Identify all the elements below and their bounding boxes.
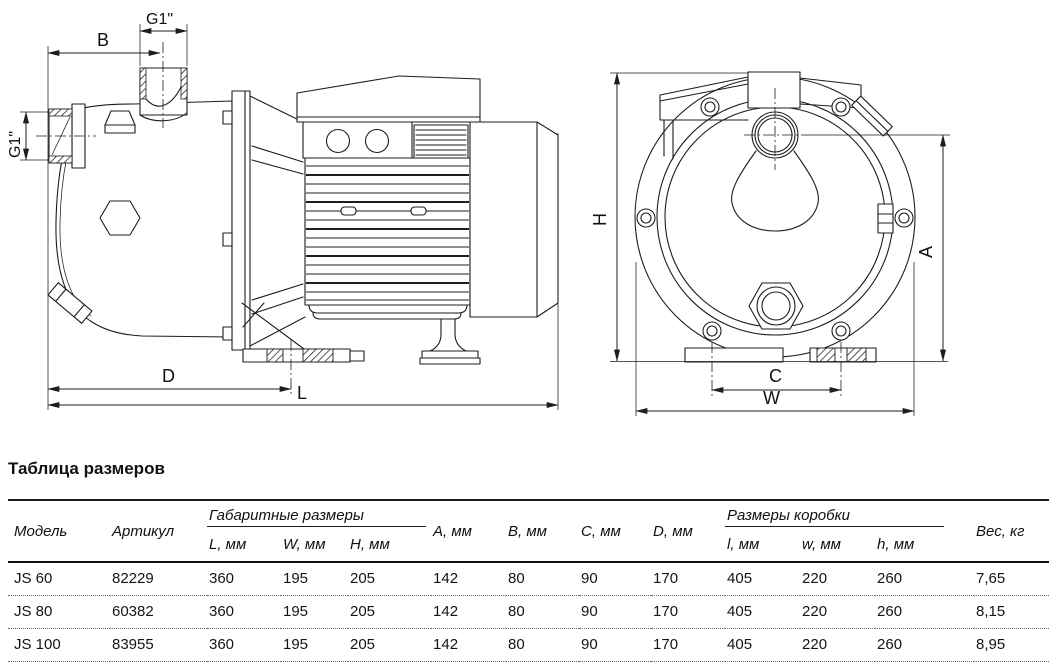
table-cell: 80	[506, 595, 580, 629]
dim-label-d: D	[162, 366, 175, 386]
pump-dimension-drawing: G1" B G1" D L	[7, 11, 950, 416]
table-cell: 170	[651, 628, 726, 662]
dim-label-h: H	[590, 213, 610, 226]
table-cell: 170	[651, 595, 726, 629]
table-cell: JS 100	[8, 628, 110, 662]
dim-label-g1-top: G1"	[146, 11, 173, 28]
dimension-table: Модель Артикул Габаритные размеры A, мм …	[8, 499, 1050, 662]
side-view: G1" B G1" D L	[7, 11, 559, 410]
table-cell: 90	[579, 562, 652, 596]
table-cell: 360	[207, 628, 281, 662]
table-cell: 260	[875, 628, 975, 662]
col-header-W: W, мм	[281, 527, 348, 563]
table-cell: 360	[207, 562, 281, 596]
table-cell: 60382	[110, 595, 207, 629]
table-cell: 260	[875, 595, 975, 629]
col-header-c: C, мм	[579, 500, 652, 563]
dim-label-g1-left: G1"	[7, 131, 24, 158]
technical-drawing: G1" B G1" D L	[7, 11, 950, 416]
table-cell: 142	[431, 595, 507, 629]
table-cell: 360	[207, 595, 281, 629]
table-cell: 80	[506, 562, 580, 596]
group-header-overall: Габаритные размеры	[207, 500, 431, 527]
col-header-weight: Вес, кг	[974, 500, 1050, 563]
group-header-box: Размеры коробки	[725, 500, 974, 527]
col-header-d: D, мм	[651, 500, 726, 563]
table-cell: 220	[800, 595, 876, 629]
table-cell: JS 60	[8, 562, 110, 596]
table-cell: 195	[281, 562, 348, 596]
front-view: H A C W	[590, 71, 950, 416]
table-cell: 7,65	[974, 562, 1050, 596]
table-cell: JS 80	[8, 595, 110, 629]
flange-bolts	[636, 97, 914, 341]
table-cell: 90	[579, 595, 652, 629]
table-cell: 260	[875, 562, 975, 596]
table-cell: 83955	[110, 628, 207, 662]
table-cell: 170	[651, 562, 726, 596]
table-cell: 205	[348, 562, 432, 596]
table-cell: 220	[800, 628, 876, 662]
col-header-article: Артикул	[110, 500, 207, 563]
col-header-model: Модель	[8, 500, 110, 563]
dim-label-a: A	[916, 246, 936, 258]
table-cell: 405	[725, 595, 801, 629]
table-cell: 90	[579, 628, 652, 662]
table-body: JS 60 82229 360 195 205 142 80 90 170 405 220 260 7,…	[8, 562, 1050, 662]
table-title: Таблица размеров	[8, 459, 165, 478]
col-header-w: w, мм	[800, 527, 876, 563]
table-cell: 142	[431, 628, 507, 662]
col-header-H: H, мм	[348, 527, 432, 563]
col-header-b: B, мм	[506, 500, 580, 563]
col-header-l: l, мм	[725, 527, 801, 563]
table-cell: 195	[281, 628, 348, 662]
table-cell: 405	[725, 562, 801, 596]
table-cell: 205	[348, 595, 432, 629]
col-header-h: h, мм	[875, 527, 975, 563]
table-cell: 142	[431, 562, 507, 596]
table-row: JS 100 83955 360 195 205 142 80 90 170 405 220 260 8…	[8, 628, 1050, 662]
table-cell: 220	[800, 562, 876, 596]
dim-label-w: W	[763, 388, 780, 408]
table-cell: 8,15	[974, 595, 1050, 629]
table-header: Модель Артикул Габаритные размеры A, мм …	[8, 500, 1050, 563]
table-row: JS 60 82229 360 195 205 142 80 90 170 405 220 260 7,…	[8, 562, 1050, 596]
table-cell: 195	[281, 595, 348, 629]
table-cell: 205	[348, 628, 432, 662]
dim-label-c: C	[769, 366, 782, 386]
col-header-L: L, мм	[207, 527, 281, 563]
table-cell: 80	[506, 628, 580, 662]
table-cell: 8,95	[974, 628, 1050, 662]
table-row: JS 80 60382 360 195 205 142 80 90 170 405 220 260 8,…	[8, 595, 1050, 629]
dim-label-l: L	[297, 383, 307, 403]
table-cell: 405	[725, 628, 801, 662]
col-header-a: A, мм	[431, 500, 507, 563]
table-cell: 82229	[110, 562, 207, 596]
dim-label-b: B	[97, 30, 109, 50]
